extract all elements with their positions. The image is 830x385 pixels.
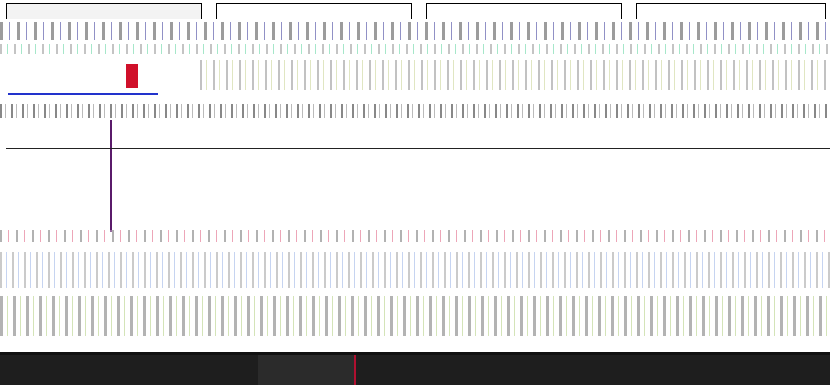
footer-segment <box>258 355 354 385</box>
footer-bar <box>0 355 830 385</box>
marker-red <box>126 64 138 88</box>
tab-3[interactable] <box>426 3 622 19</box>
separator <box>6 148 830 149</box>
list-row <box>0 230 830 242</box>
tab-4[interactable] <box>636 3 826 19</box>
column-header-row <box>0 104 830 118</box>
selection-underline <box>8 93 158 95</box>
toolbar-row-secondary <box>0 44 830 54</box>
tab-1[interactable] <box>6 3 202 19</box>
list-row <box>0 296 830 336</box>
panel-divider <box>110 120 112 232</box>
footer-divider <box>354 355 356 385</box>
tab-bar <box>0 0 830 20</box>
list-row <box>0 252 830 288</box>
content-row <box>200 60 830 90</box>
toolbar-row <box>0 22 830 40</box>
tab-2[interactable] <box>216 3 412 19</box>
